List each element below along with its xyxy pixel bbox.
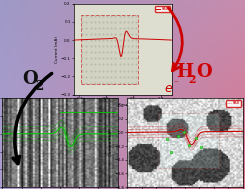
Point	[130, 15, 134, 18]
Point	[118, 3, 122, 6]
X-axis label: Voltage (V) vs Ag/AgCl: Voltage (V) vs Ag/AgCl	[99, 103, 146, 107]
Point	[194, 136, 198, 139]
Point	[139, 15, 143, 18]
Point	[111, 3, 115, 6]
Point	[118, 15, 122, 18]
FancyBboxPatch shape	[81, 15, 138, 84]
Point	[123, 15, 127, 18]
Point	[125, 15, 129, 18]
Point	[199, 146, 203, 149]
Y-axis label: Current (mA): Current (mA)	[55, 36, 59, 63]
Point	[137, 3, 141, 6]
Point	[128, 15, 132, 18]
Point	[139, 3, 143, 6]
Point	[176, 134, 180, 137]
Point	[109, 15, 113, 18]
Text: e: e	[164, 82, 172, 95]
Text: 2: 2	[36, 81, 44, 93]
Point	[121, 3, 124, 6]
Point	[182, 131, 185, 134]
Point	[111, 15, 115, 18]
Point	[109, 3, 113, 6]
Point	[114, 3, 118, 6]
Point	[132, 3, 136, 6]
Point	[187, 143, 191, 146]
Point	[132, 15, 136, 18]
Point	[137, 15, 141, 18]
Legend: FAB: FAB	[155, 6, 170, 12]
Point	[114, 15, 118, 18]
Point	[130, 3, 134, 6]
Legend: FAB: FAB	[226, 100, 241, 107]
Y-axis label: Current (mA): Current (mA)	[109, 129, 113, 156]
Text: 2: 2	[188, 74, 196, 85]
Point	[116, 15, 120, 18]
Text: ⁻: ⁻	[173, 80, 178, 89]
Text: O: O	[196, 63, 212, 81]
Point	[128, 3, 132, 6]
Text: H: H	[176, 63, 193, 81]
Point	[123, 3, 127, 6]
Point	[135, 15, 138, 18]
Point	[121, 15, 124, 18]
Text: O: O	[22, 70, 38, 88]
Point	[169, 150, 172, 153]
Point	[135, 3, 138, 6]
Point	[116, 3, 120, 6]
FancyBboxPatch shape	[158, 113, 219, 168]
Point	[125, 3, 129, 6]
Point	[165, 138, 169, 141]
